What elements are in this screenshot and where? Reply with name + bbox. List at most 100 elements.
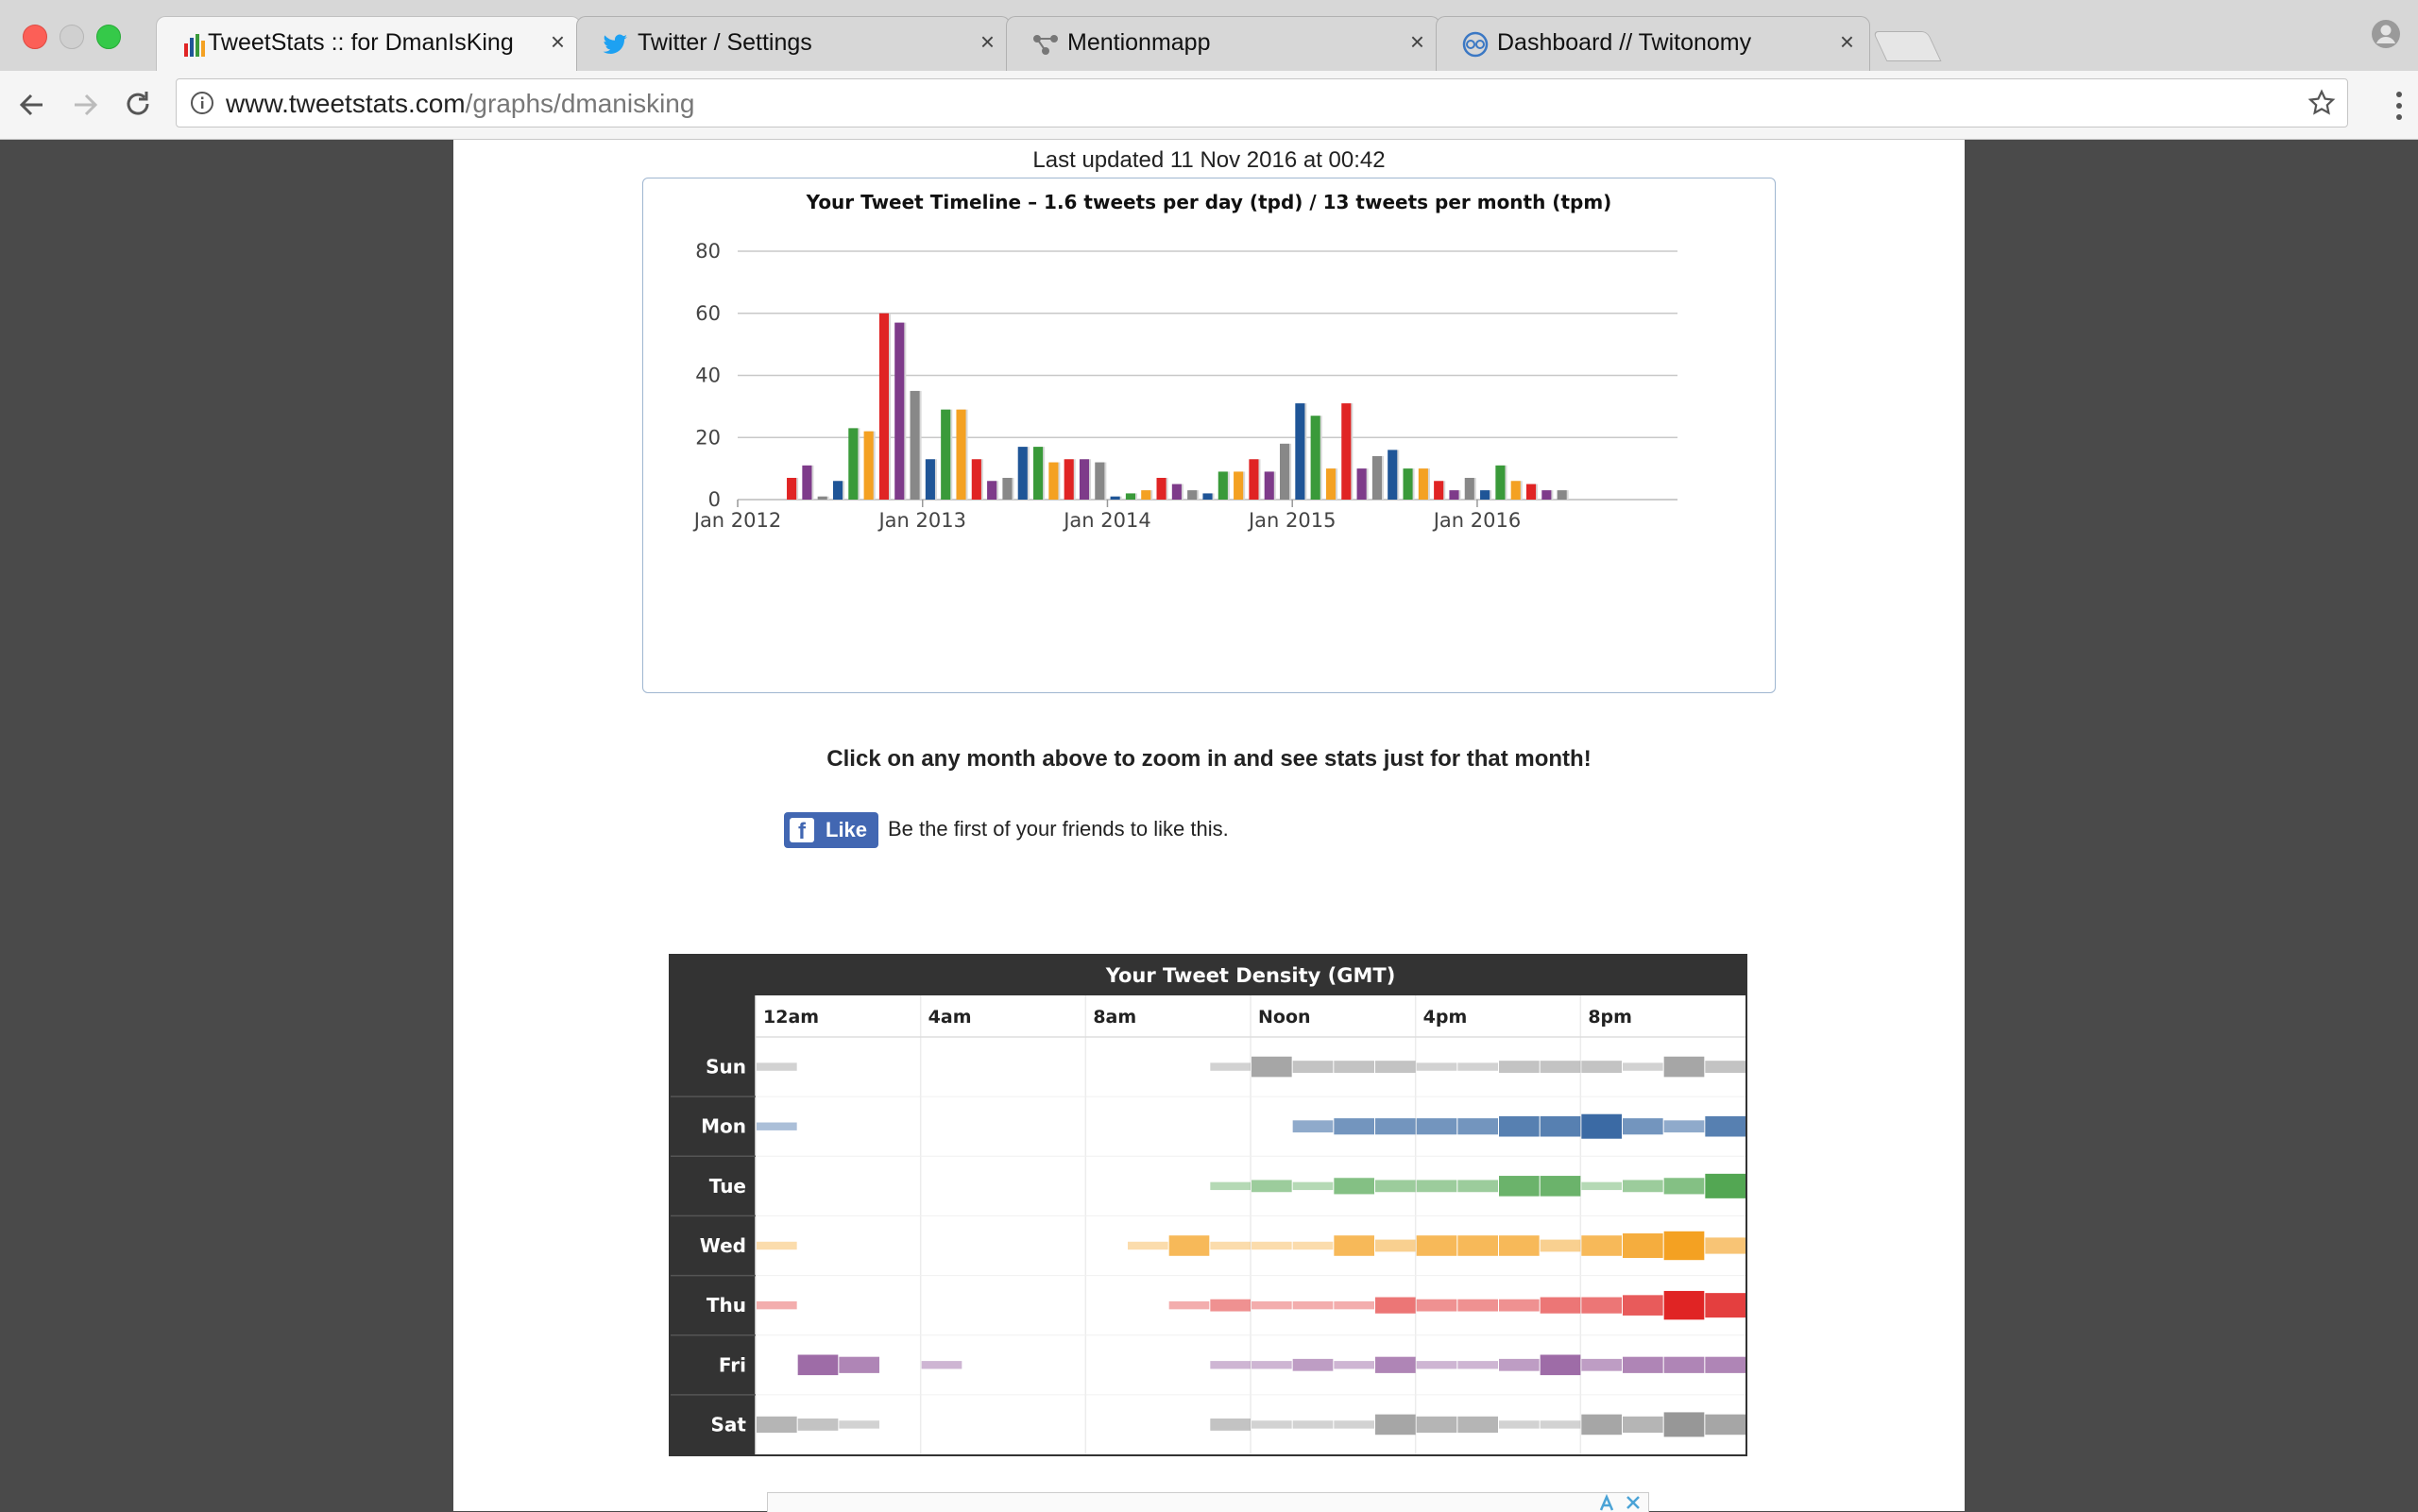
like-label: Like (826, 818, 868, 841)
density-cell (1705, 1293, 1745, 1318)
browser-titlebar: TweetStats :: for DmanIsKing × Twitter /… (0, 0, 2418, 73)
density-day-label: Tue (709, 1175, 746, 1198)
reload-icon[interactable] (121, 88, 155, 122)
density-cell (1623, 1180, 1663, 1193)
density-cell (1210, 1361, 1251, 1369)
bar (1202, 493, 1213, 500)
density-cell (1334, 1300, 1374, 1310)
density-cell (1581, 1235, 1622, 1256)
last-updated-text: Last updated 11 Nov 2016 at 00:42 (1032, 147, 1386, 173)
density-cell (1623, 1295, 1663, 1316)
bar (894, 322, 905, 500)
facebook-like-text: Be the first of your friends to like thi… (888, 817, 1229, 841)
density-cell (1705, 1356, 1745, 1373)
bar (1249, 459, 1259, 500)
density-cell (1705, 1173, 1745, 1198)
url-text: www.tweetstats.com/graphs/dmanisking (226, 89, 694, 119)
density-cell (1663, 1412, 1705, 1437)
density-cell (1375, 1180, 1416, 1193)
tab-close-icon[interactable]: × (1409, 27, 1424, 56)
tab-mentionmapp[interactable]: Mentionmapp × (1006, 16, 1440, 71)
density-header (671, 956, 1745, 995)
tab-tweetstats[interactable]: TweetStats :: for DmanIsKing × (156, 16, 581, 73)
density-cell (1663, 1056, 1705, 1078)
facebook-like-button[interactable]: f Like (784, 812, 878, 848)
bar (1464, 477, 1474, 500)
bar (863, 431, 874, 500)
bookmark-star-icon[interactable] (2307, 89, 2336, 117)
density-cell (1416, 1180, 1457, 1193)
bar (1048, 462, 1059, 500)
tab-close-icon[interactable]: × (979, 27, 995, 56)
density-cell (1705, 1115, 1745, 1137)
density-day-label: Sat (711, 1413, 747, 1436)
address-bar[interactable]: www.tweetstats.com/graphs/dmanisking (176, 78, 2348, 127)
bar (1557, 490, 1567, 500)
bar (1341, 403, 1352, 500)
density-day-label: Sun (706, 1056, 746, 1079)
menu-dots-icon[interactable] (2393, 90, 2405, 122)
density-cell (1252, 1180, 1292, 1193)
bar (1141, 490, 1151, 500)
density-cell (1375, 1061, 1416, 1073)
density-cell (1623, 1356, 1663, 1373)
density-cell (1705, 1237, 1745, 1254)
density-cell (1334, 1178, 1374, 1195)
density-cell (1623, 1233, 1663, 1258)
tab-close-icon[interactable]: × (1839, 27, 1854, 56)
chart-title: Your Tweet Timeline – 1.6 tweets per day… (806, 191, 1612, 213)
density-cell (1540, 1115, 1581, 1137)
bar (878, 313, 890, 500)
bar (1002, 477, 1013, 500)
x-tick-label: Jan 2012 (692, 509, 782, 532)
tweet-timeline-chart: Your Tweet Timeline – 1.6 tweets per day… (642, 178, 1776, 693)
tweet-timeline-svg: Your Tweet Timeline – 1.6 tweets per day… (692, 191, 1677, 532)
density-cell (1540, 1297, 1581, 1314)
forward-arrow-icon[interactable] (68, 88, 102, 122)
new-tab-button[interactable] (1872, 31, 1942, 61)
bar (1310, 416, 1320, 500)
x-tick-label: Jan 2013 (877, 509, 966, 532)
density-x-tick-label: 8am (1093, 1007, 1136, 1028)
bar-chart-icon (184, 34, 205, 57)
adchoices-icon[interactable] (1595, 1493, 1644, 1512)
density-cell (757, 1241, 797, 1250)
window-minimize-button[interactable] (60, 25, 84, 49)
y-tick-label: 40 (695, 365, 721, 387)
density-x-tick-label: 4am (928, 1007, 972, 1028)
bar (1525, 484, 1537, 500)
density-day-column (671, 956, 756, 1454)
back-arrow-icon[interactable] (15, 88, 49, 122)
density-cell (1581, 1061, 1622, 1073)
density-cell (797, 1419, 839, 1431)
density-background (671, 956, 1745, 1454)
info-icon[interactable] (190, 91, 214, 115)
tab-twitter-settings[interactable]: Twitter / Settings × (576, 16, 1011, 71)
density-cell (1375, 1356, 1416, 1373)
bar (1295, 403, 1305, 500)
density-cell (1375, 1118, 1416, 1135)
bar (1434, 481, 1444, 500)
profile-icon[interactable] (2371, 19, 2401, 49)
density-cell (1252, 1241, 1292, 1250)
tab-label: Mentionmapp (1067, 29, 1211, 56)
ad-banner[interactable] (767, 1492, 1649, 1512)
tweet-density-svg: Your Tweet Density (GMT) 12am 4am 8am Noon 4p… (671, 956, 1787, 1455)
density-cell (1128, 1241, 1168, 1250)
density-cell (1457, 1118, 1498, 1135)
tab-twitonomy[interactable]: Dashboard // Twitonomy × (1436, 16, 1870, 71)
density-cell (1540, 1239, 1581, 1252)
browser-toolbar: www.tweetstats.com/graphs/dmanisking (0, 71, 2418, 140)
density-cell (1252, 1056, 1292, 1078)
tab-close-icon[interactable]: × (550, 27, 565, 56)
window-close-button[interactable] (23, 25, 47, 49)
density-cell (839, 1356, 879, 1373)
density-cell (1210, 1181, 1251, 1191)
bar (941, 409, 951, 500)
bar (1171, 484, 1182, 500)
density-cell (1499, 1235, 1540, 1256)
window-zoom-button[interactable] (96, 25, 121, 49)
density-day-label: Fri (719, 1353, 746, 1376)
density-cell (1705, 1061, 1745, 1073)
chart-hint-text: Click on any month above to zoom in and … (826, 746, 1592, 772)
